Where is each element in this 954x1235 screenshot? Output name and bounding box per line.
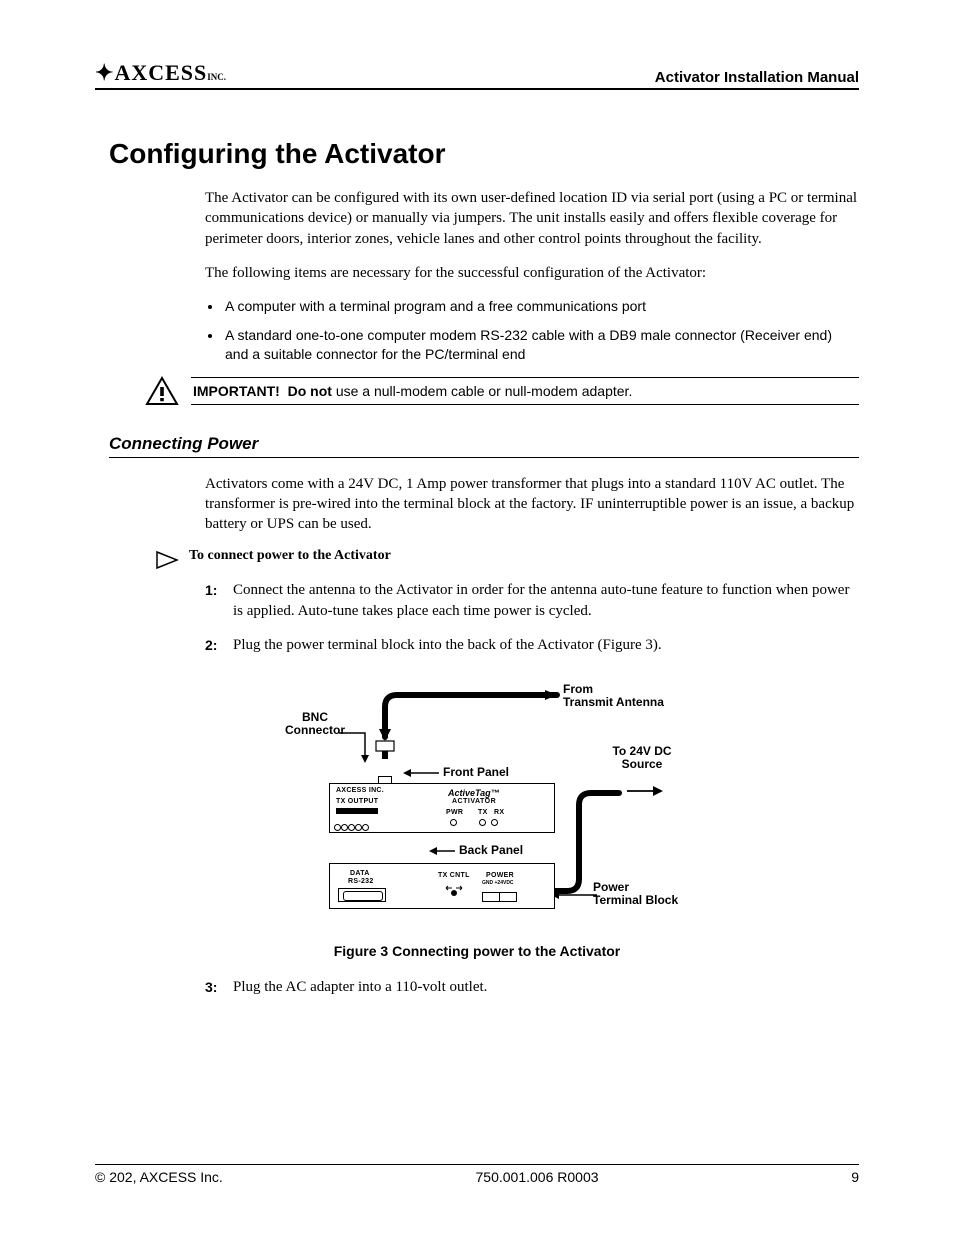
- important-bold: Do not: [288, 383, 332, 399]
- from-antenna-label: From Transmit Antenna: [563, 683, 673, 709]
- fp-bar: [336, 808, 378, 814]
- bp-rs232: RS-232: [348, 878, 374, 885]
- step-item: Plug the AC adapter into a 110-volt outl…: [205, 977, 859, 997]
- important-label: IMPORTANT!: [193, 383, 280, 399]
- fp-txoutput: TX OUTPUT: [336, 798, 378, 805]
- bp-txcntl: TX CNTL: [438, 872, 470, 879]
- requirements-list: A computer with a terminal program and a…: [223, 297, 859, 364]
- footer-right: 9: [851, 1169, 859, 1185]
- steps-list: Connect the antenna to the Activator in …: [205, 580, 859, 655]
- section-heading: Connecting Power: [109, 434, 859, 458]
- step-item: Connect the antenna to the Activator in …: [205, 580, 859, 621]
- steps-list-cont: Plug the AC adapter into a 110-volt outl…: [205, 977, 859, 997]
- section2-block: Activators come with a 24V DC, 1 Amp pow…: [205, 474, 859, 535]
- bp-power-ports: [482, 888, 517, 906]
- logo-suffix: INC.: [207, 72, 226, 82]
- page-title: Configuring the Activator: [109, 138, 859, 170]
- footer-center: 750.001.006 R0003: [476, 1169, 599, 1185]
- power-block-label: Power Terminal Block: [593, 881, 693, 907]
- procedure-title-row: To connect power to the Activator: [155, 548, 859, 570]
- footer-left: © 202, AXCESS Inc.: [95, 1169, 223, 1185]
- fp-activetag: ActiveTag™: [448, 788, 500, 798]
- warning-icon: [145, 376, 179, 406]
- bp-txcntl-icon: [442, 884, 466, 903]
- page-header: ✦AXCESSINC. Activator Installation Manua…: [95, 60, 859, 90]
- bnc-jack: [378, 776, 392, 784]
- bp-gnd: GND +24VDC: [482, 880, 514, 886]
- fp-pwr: PWR: [446, 809, 463, 816]
- intro-block: The Activator can be configured with its…: [205, 188, 859, 364]
- bnc-label: BNC Connector: [285, 711, 345, 737]
- procedure-icon: [155, 550, 179, 570]
- procedure-title: To connect power to the Activator: [189, 548, 391, 564]
- figure-caption: Figure 3 Connecting power to the Activat…: [95, 943, 859, 959]
- fp-rx: RX: [494, 809, 504, 816]
- bp-data: DATA: [350, 870, 370, 877]
- back-panel-label: Back Panel: [459, 844, 523, 857]
- step-item: Plug the power terminal block into the b…: [205, 635, 859, 655]
- logo-text: AXCESS: [114, 60, 207, 85]
- important-bar: IMPORTANT! Do not use a null-modem cable…: [191, 377, 859, 405]
- fp-brand: AXCESS INC.: [336, 787, 384, 794]
- diagram: BNC Connector From Transmit Antenna To 2…: [267, 673, 687, 933]
- doc-title: Activator Installation Manual: [655, 69, 859, 86]
- bp-power: POWER: [486, 872, 514, 879]
- logo: ✦AXCESSINC.: [95, 60, 226, 86]
- section2-para: Activators come with a 24V DC, 1 Amp pow…: [205, 474, 859, 535]
- important-note: IMPORTANT! Do not use a null-modem cable…: [145, 376, 859, 406]
- list-item: A standard one-to-one computer modem RS-…: [223, 326, 859, 364]
- fp-tx: TX: [478, 809, 488, 816]
- important-rest: use a null-modem cable or null-modem ada…: [332, 383, 632, 399]
- list-item: A computer with a terminal program and a…: [223, 297, 859, 316]
- front-panel-label: Front Panel: [443, 766, 509, 779]
- fp-activator: ACTIVATOR: [452, 798, 496, 805]
- figure-3: BNC Connector From Transmit Antenna To 2…: [95, 673, 859, 959]
- bp-db9: [338, 888, 386, 902]
- intro-p1: The Activator can be configured with its…: [205, 188, 859, 249]
- back-panel: DATA RS-232 TX CNTL POWER GND +24VDC: [329, 863, 555, 909]
- front-panel: AXCESS INC. TX OUTPUT ActiveTag™ ACTIVAT…: [329, 783, 555, 833]
- to-24v-label: To 24V DC Source: [597, 745, 687, 771]
- page-footer: © 202, AXCESS Inc. 750.001.006 R0003 9: [95, 1164, 859, 1185]
- logo-glyph: ✦: [95, 60, 114, 85]
- intro-p2: The following items are necessary for th…: [205, 263, 859, 283]
- fp-leds-row: [334, 818, 369, 836]
